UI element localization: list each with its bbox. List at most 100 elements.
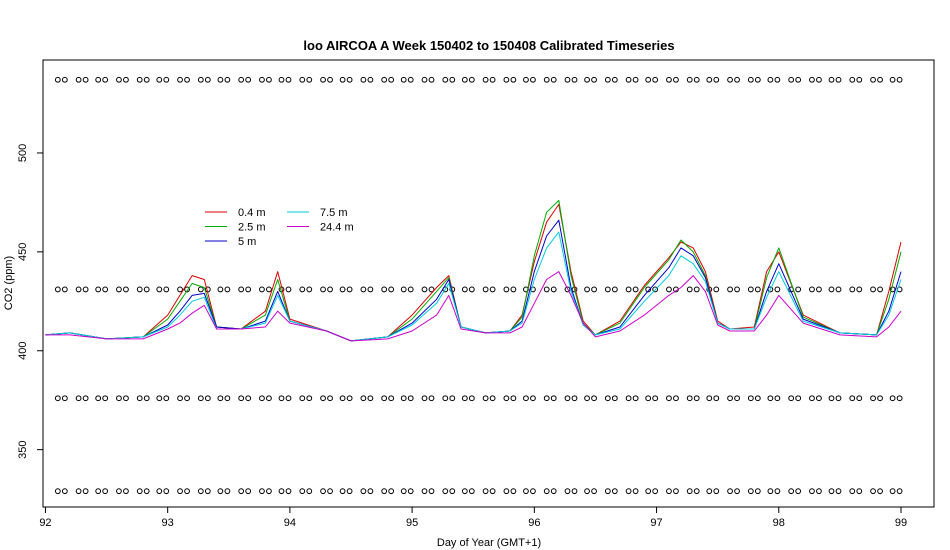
calibration-point (652, 488, 659, 495)
calibration-point (136, 286, 143, 293)
calibration-point (774, 395, 781, 402)
calibration-point (877, 286, 883, 293)
calibration-point (163, 286, 170, 293)
calibration-point (95, 76, 102, 83)
calibration-point (530, 488, 536, 495)
calibration-point (645, 76, 652, 83)
calibration-point (774, 286, 781, 293)
calibration-point (550, 488, 557, 495)
calibration-point (184, 286, 190, 293)
calibration-point (564, 488, 571, 495)
calibration-point (591, 286, 597, 293)
calibration-point (82, 488, 89, 495)
calibration-point (666, 76, 672, 83)
calibration-point (503, 488, 510, 495)
calibration-point (849, 395, 856, 402)
x-axis: 92 93 94 95 96 97 98 99 (39, 507, 907, 529)
calibration-point (510, 488, 517, 495)
calibration-point (461, 395, 468, 402)
calibration-point (54, 488, 61, 495)
calibration-point (224, 76, 231, 83)
calibration-point (360, 395, 367, 402)
calibration-point (503, 76, 510, 83)
calibration-point (306, 488, 313, 495)
calibration-point (123, 76, 129, 83)
calibration-point (896, 76, 903, 83)
calibration-point (197, 286, 204, 293)
calibration-point (224, 286, 231, 293)
calibration-point (266, 76, 272, 83)
calibration-point (625, 76, 632, 83)
calibration-points (54, 76, 903, 495)
calibration-point (713, 76, 720, 83)
calibration-point (116, 395, 122, 402)
calibration-point (611, 76, 618, 83)
calibration-point (870, 488, 876, 495)
calibration-point (591, 395, 597, 402)
calibration-point (421, 488, 428, 495)
calibration-point (346, 395, 353, 402)
calibration-point (611, 488, 618, 495)
calibration-point (82, 76, 89, 83)
calibration-point (163, 395, 170, 402)
calibration-point (713, 286, 720, 293)
calibration-point (468, 488, 475, 495)
calibration-point (747, 286, 754, 293)
calibration-point (285, 76, 292, 83)
calibration-point (339, 488, 346, 495)
calibration-point (102, 286, 109, 293)
calibration-point (543, 488, 550, 495)
calibration-point (734, 76, 740, 83)
calibration-point (442, 488, 449, 495)
calibration-point (299, 395, 306, 402)
calibration-point (224, 488, 231, 495)
calibration-point (686, 286, 693, 293)
calibration-point (673, 395, 679, 402)
calibration-point (706, 395, 713, 402)
calibration-point (666, 286, 672, 293)
calibration-point (816, 395, 822, 402)
calibration-point (543, 76, 550, 83)
calibration-point (747, 395, 754, 402)
calibration-point (747, 488, 754, 495)
calibration-point (571, 488, 578, 495)
calibration-point (217, 286, 224, 293)
calibration-point (564, 76, 571, 83)
calibration-point (320, 286, 326, 293)
calibration-point (754, 76, 761, 83)
calibration-point (381, 488, 388, 495)
calibration-point (747, 76, 754, 83)
calibration-point (259, 76, 265, 83)
calibration-point (652, 395, 659, 402)
y-axis-label: CO2 (ppm) (3, 256, 15, 310)
calibration-point (666, 488, 672, 495)
calibration-point (306, 76, 313, 83)
calibration-point (388, 395, 395, 402)
calibration-point (896, 488, 903, 495)
calibration-point (468, 395, 475, 402)
calibration-point (482, 286, 489, 293)
calibration-point (795, 488, 802, 495)
calibration-point (604, 76, 611, 83)
calibration-point (686, 76, 693, 83)
y-tick-label: 450 (17, 243, 29, 261)
x-tick-label: 96 (528, 517, 540, 529)
calibration-point (543, 395, 550, 402)
calibration-point (449, 395, 456, 402)
calibration-point (706, 76, 713, 83)
calibration-point (346, 488, 353, 495)
calibration-point (102, 488, 109, 495)
calibration-point (197, 76, 204, 83)
calibration-point (591, 76, 597, 83)
legend-label: 2.5 m (238, 222, 266, 234)
y-tick-label: 500 (17, 144, 29, 162)
calibration-point (503, 395, 510, 402)
calibration-point (788, 395, 795, 402)
calibration-point (177, 286, 183, 293)
calibration-point (856, 76, 863, 83)
calibration-point (407, 76, 414, 83)
calibration-point (61, 488, 68, 495)
calibration-point (510, 395, 517, 402)
calibration-point (795, 395, 802, 402)
